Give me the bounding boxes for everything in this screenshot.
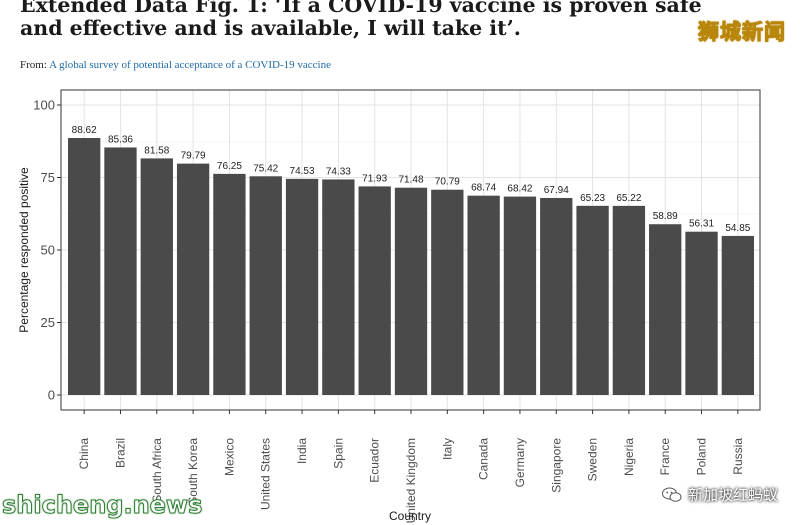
x-tick-label: South Africa — [150, 438, 164, 503]
bar-value-label: 74.33 — [326, 166, 351, 177]
x-axis-title: Country — [389, 509, 431, 523]
bar — [358, 186, 391, 395]
from-prefix: From: — [20, 59, 47, 71]
bar — [467, 195, 500, 395]
bar-value-label: 85.36 — [108, 134, 133, 145]
bar-value-label: 68.42 — [507, 184, 532, 195]
bar-value-label: 56.31 — [689, 219, 714, 230]
bar — [685, 231, 718, 395]
source-article-link[interactable]: A global survey of potential acceptance … — [49, 59, 331, 71]
x-tick-label: Sweden — [586, 438, 600, 481]
bar — [721, 235, 755, 395]
bar — [176, 163, 210, 395]
bar — [322, 179, 355, 395]
x-tick-label: United States — [259, 438, 273, 510]
y-tick-label: 75 — [41, 170, 55, 185]
watermark-bottom-right-text: 新加坡红蚂蚁 — [687, 486, 778, 504]
bar — [213, 173, 246, 395]
bar-value-label: 88.62 — [72, 125, 97, 136]
y-axis-ticks: 0 25 50 75 100 — [33, 98, 61, 403]
y-tick-label: 0 — [48, 388, 55, 403]
bar — [67, 138, 101, 395]
x-tick-label: India — [295, 438, 309, 464]
x-tick-label: Canada — [477, 438, 491, 480]
x-tick-label: China — [77, 438, 91, 470]
y-tick-label: 100 — [33, 98, 55, 113]
bar — [649, 224, 682, 395]
x-tick-label: United Kingdom — [404, 438, 418, 523]
bar — [104, 147, 137, 395]
source-line: From: A global survey of potential accep… — [20, 59, 331, 71]
bar-value-label: 54.85 — [725, 223, 750, 234]
bar — [140, 158, 173, 395]
bars: 88.62 85.36 81.58 79.79 76.25 75.42 74.53 74.33… — [67, 125, 755, 395]
bar-value-label: 68.74 — [471, 183, 496, 194]
bar-value-label: 76.25 — [217, 161, 242, 172]
bar-value-label: 58.89 — [653, 211, 678, 222]
bar — [540, 197, 573, 395]
watermark-top-right: 狮城新闻 — [698, 20, 786, 45]
wechat-icon — [661, 487, 682, 502]
watermark-bottom-left: shicheng.news — [1, 491, 203, 520]
x-tick-label: Nigeria — [622, 438, 636, 476]
x-axis-ticks: China Brazil South Africa South Korea Mexico… — [77, 410, 745, 523]
x-tick-label: Italy — [440, 438, 454, 460]
x-tick-label: Russia — [731, 438, 745, 475]
figure-title: Extended Data Fig. 1: ‘If a COVID-19 vac… — [20, 0, 702, 40]
x-tick-label: Poland — [695, 438, 709, 475]
bar-value-label: 65.22 — [616, 193, 641, 204]
bar — [612, 205, 646, 395]
bar — [431, 189, 464, 395]
x-tick-label: Mexico — [222, 438, 236, 476]
watermark-bottom-right: 新加坡红蚂蚁 — [661, 484, 778, 505]
y-tick-label: 25 — [41, 315, 55, 330]
bar-value-label: 67.94 — [544, 185, 569, 196]
bar-value-label: 70.79 — [435, 177, 460, 188]
bar-value-label: 71.48 — [398, 175, 423, 186]
bar — [249, 176, 282, 395]
bar-value-label: 75.42 — [253, 163, 278, 174]
bar — [576, 205, 609, 395]
x-tick-label: Brazil — [113, 438, 127, 468]
bar-value-label: 71.93 — [362, 173, 387, 184]
x-tick-label: Spain — [331, 438, 345, 469]
y-axis-title: Percentage responded positive — [17, 167, 31, 333]
bar — [285, 178, 319, 395]
x-tick-label: Singapore — [549, 438, 563, 493]
bar-value-label: 65.23 — [580, 193, 605, 204]
x-tick-label: South Korea — [186, 438, 200, 505]
bar-value-label: 79.79 — [181, 151, 206, 162]
x-tick-label: Ecuador — [368, 438, 382, 483]
x-tick-label: France — [658, 438, 672, 476]
x-tick-label: Germany — [513, 438, 527, 487]
bar-value-label: 81.58 — [144, 145, 169, 156]
bar-value-label: 74.53 — [290, 166, 315, 177]
bar — [503, 196, 537, 395]
y-tick-label: 50 — [41, 243, 55, 258]
bar — [394, 187, 428, 395]
